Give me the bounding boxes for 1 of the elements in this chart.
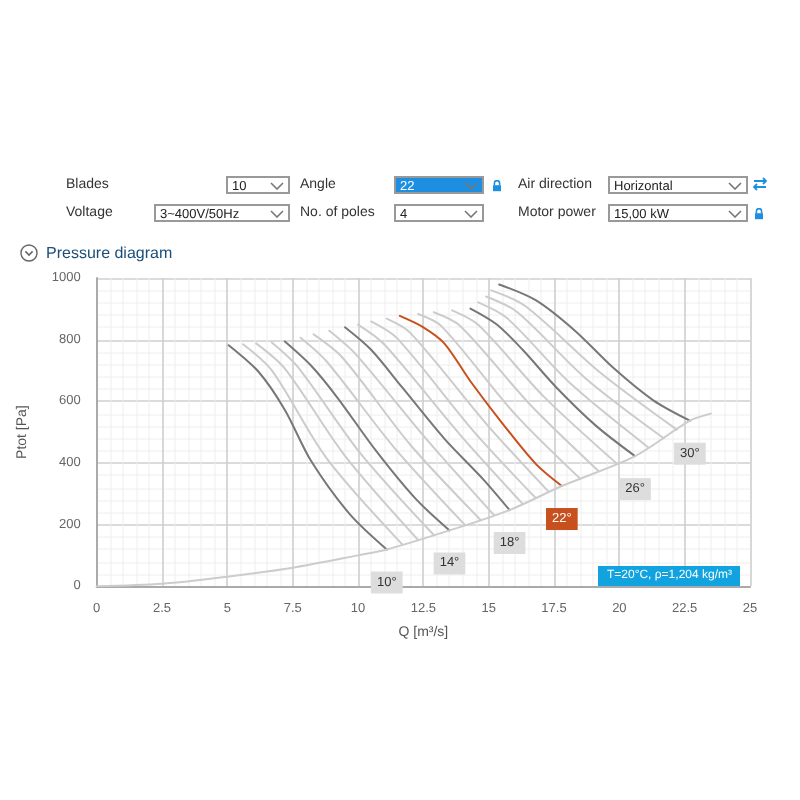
text: Pressure diagram bbox=[46, 244, 173, 262]
